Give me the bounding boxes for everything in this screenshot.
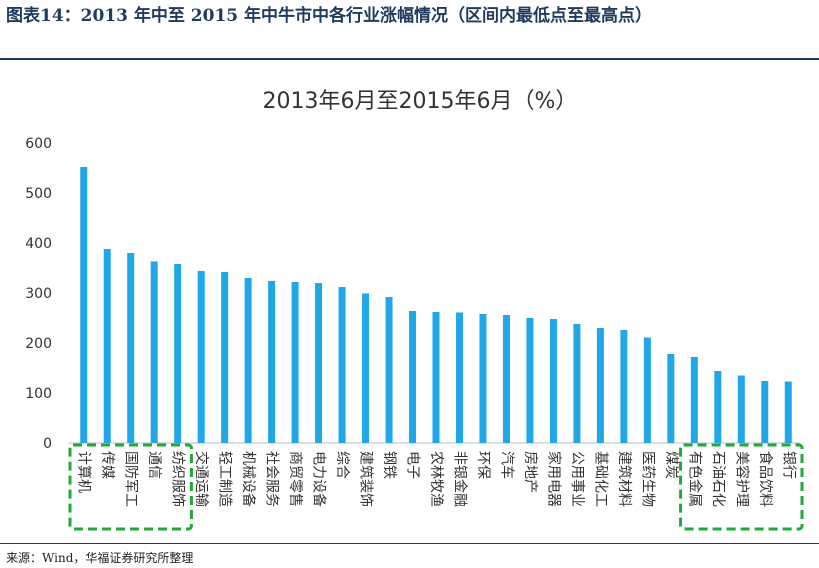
x-tick-label: 纺织服饰 bbox=[170, 451, 186, 507]
x-tick-label: 国防军工 bbox=[123, 451, 139, 507]
x-tick-label: 钢铁 bbox=[381, 451, 397, 479]
bar bbox=[221, 272, 229, 443]
bar bbox=[549, 319, 557, 443]
bar bbox=[784, 381, 792, 443]
bar bbox=[268, 281, 276, 443]
bar bbox=[667, 354, 675, 443]
bar bbox=[455, 312, 463, 443]
chart-title: 2013年6月至2015年6月（%） bbox=[263, 89, 578, 114]
bar bbox=[315, 283, 323, 443]
bar bbox=[596, 328, 604, 443]
bar bbox=[127, 253, 135, 443]
x-tick-label: 食品饮料 bbox=[757, 451, 774, 507]
bar-chart: 2013年6月至2015年6月（%） 0 100 200 300 400 500 600 计… bbox=[25, 89, 804, 531]
y-tick-label: 300 bbox=[25, 286, 52, 302]
x-tick-label: 医药生物 bbox=[639, 451, 655, 507]
x-tick-label: 计算机 bbox=[76, 451, 92, 493]
bar bbox=[526, 318, 534, 443]
y-axis: 0 100 200 300 400 500 600 bbox=[25, 136, 800, 452]
bar bbox=[174, 264, 182, 443]
x-tick-label: 传媒 bbox=[99, 451, 115, 479]
bars bbox=[80, 167, 792, 443]
bar bbox=[409, 311, 417, 443]
bottom-divider bbox=[0, 543, 819, 544]
x-tick-label: 有色金属 bbox=[686, 451, 703, 507]
x-tick-label: 机械设备 bbox=[240, 451, 257, 507]
x-tick-label: 电力设备 bbox=[311, 451, 328, 507]
highlight-box bbox=[68, 443, 193, 531]
source-note: 来源：Wind，华福证券研究所整理 bbox=[6, 551, 194, 565]
x-tick-label: 汽车 bbox=[498, 451, 515, 479]
y-tick-label: 100 bbox=[25, 386, 52, 402]
bar bbox=[432, 312, 440, 443]
figure-title: 图表14：2013 年中至 2015 年中牛市中各行业涨幅情况（区间内最低点至最… bbox=[6, 6, 653, 26]
x-tick-label: 家用电器 bbox=[545, 451, 562, 507]
x-tick-label: 建筑材料 bbox=[616, 451, 632, 507]
x-tick-label: 交通运输 bbox=[193, 451, 210, 507]
bar bbox=[338, 287, 346, 443]
x-tick-label: 银行 bbox=[780, 451, 796, 479]
x-tick-label: 非银金融 bbox=[451, 451, 467, 507]
x-tick-label: 综合 bbox=[334, 451, 350, 479]
bar bbox=[502, 315, 510, 443]
bar bbox=[197, 271, 205, 443]
x-tick-label: 环保 bbox=[475, 451, 491, 479]
x-tick-label: 农林牧渔 bbox=[428, 451, 444, 507]
bar bbox=[737, 375, 745, 443]
x-tick-label: 轻工制造 bbox=[217, 451, 233, 507]
y-tick-label: 400 bbox=[25, 236, 52, 252]
bar bbox=[80, 167, 88, 443]
y-tick-label: 200 bbox=[25, 336, 52, 352]
x-tick-label: 电子 bbox=[405, 451, 421, 479]
x-tick-label: 建筑装饰 bbox=[358, 451, 374, 507]
x-tick-label: 石油石化 bbox=[710, 451, 726, 507]
bar bbox=[761, 381, 769, 443]
y-tick-label: 600 bbox=[25, 136, 52, 152]
bar bbox=[690, 357, 698, 443]
bar bbox=[385, 297, 393, 443]
bar bbox=[291, 282, 299, 443]
x-tick-label: 美容护理 bbox=[733, 451, 750, 507]
highlight-box bbox=[679, 443, 804, 531]
bar bbox=[479, 314, 487, 443]
x-tick-label: 通信 bbox=[146, 451, 162, 479]
x-tick-label: 社会服务 bbox=[264, 451, 280, 507]
y-tick-label: 0 bbox=[43, 436, 52, 452]
bar bbox=[244, 278, 252, 443]
bar bbox=[103, 249, 111, 443]
x-tick-label: 公用事业 bbox=[569, 451, 585, 507]
bar bbox=[362, 293, 370, 443]
x-tick-label: 商贸零售 bbox=[287, 451, 303, 507]
y-tick-label: 500 bbox=[25, 186, 52, 202]
x-axis-labels: 计算机 传媒 国防军工 通信 纺织服饰 交通运输 轻工制造 机械设备 社会服务 商贸零售 电力设备综… bbox=[76, 451, 797, 507]
bar bbox=[573, 324, 581, 443]
bar bbox=[714, 371, 722, 443]
bar bbox=[643, 337, 651, 443]
x-tick-label: 房地产 bbox=[522, 451, 538, 493]
bar bbox=[620, 330, 628, 443]
top-divider bbox=[0, 58, 819, 60]
bar bbox=[150, 261, 158, 443]
x-tick-label: 基础化工 bbox=[592, 451, 609, 507]
x-tick-label: 煤炭 bbox=[663, 451, 679, 479]
highlight-boxes bbox=[68, 443, 804, 531]
